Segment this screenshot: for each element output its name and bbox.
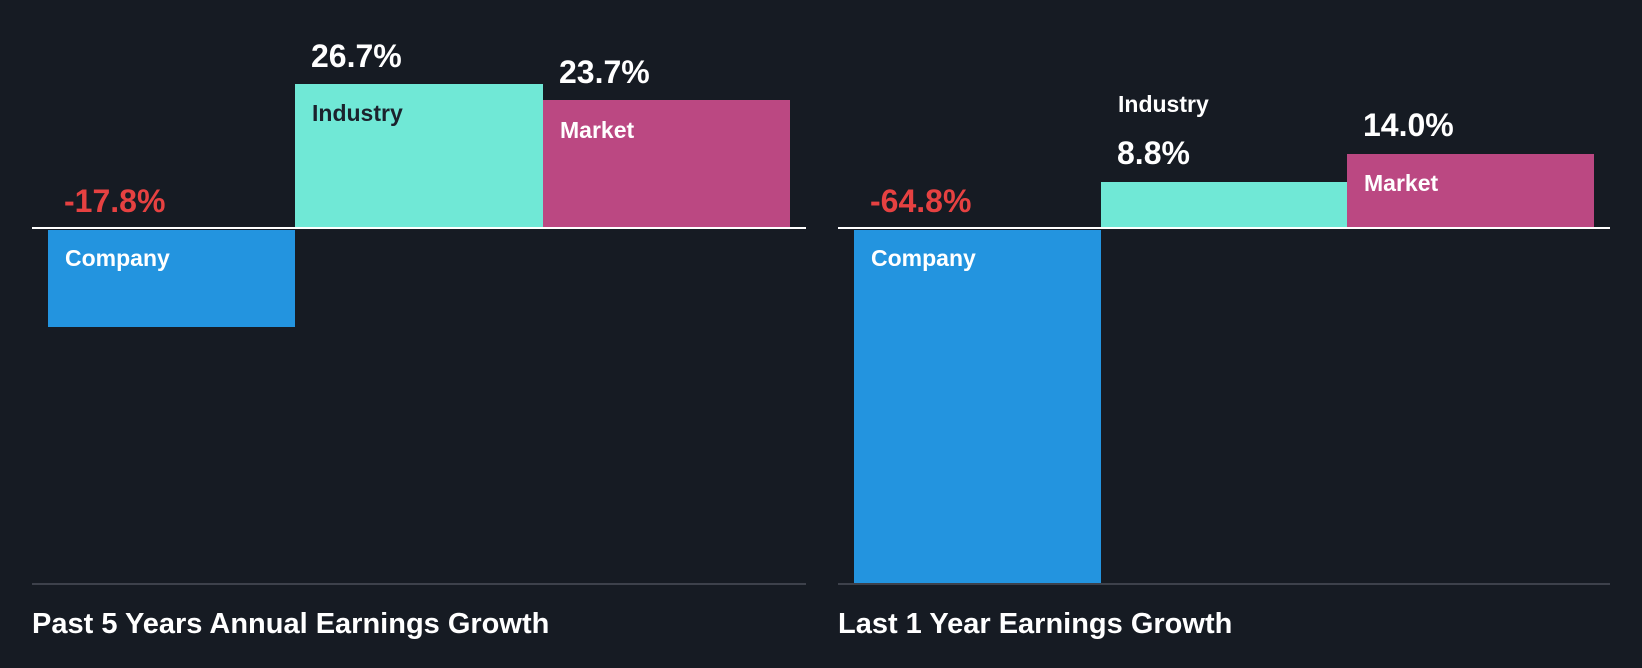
bar-market xyxy=(1347,154,1594,229)
category-label-company: Company xyxy=(65,245,170,271)
bar-industry xyxy=(1101,182,1347,229)
bar-company xyxy=(854,230,1101,584)
category-label-market: Market xyxy=(1364,170,1439,196)
category-label-industry: Industry xyxy=(1118,91,1209,117)
value-label-industry: 26.7% xyxy=(311,38,402,74)
category-label-company: Company xyxy=(871,245,976,271)
value-label-market: 14.0% xyxy=(1363,107,1454,143)
chart-title: Past 5 Years Annual Earnings Growth xyxy=(32,608,550,640)
bar-company xyxy=(48,230,295,327)
category-label-industry: Industry xyxy=(312,100,403,126)
value-label-company: -17.8% xyxy=(64,183,166,219)
chart-title: Last 1 Year Earnings Growth xyxy=(838,608,1233,640)
bottom-axis-line xyxy=(838,583,1610,585)
bar-industry xyxy=(295,84,543,229)
zero-baseline xyxy=(838,227,1610,229)
bottom-axis-line xyxy=(32,583,806,585)
value-label-company: -64.8% xyxy=(870,183,972,219)
category-label-market: Market xyxy=(560,117,635,143)
bar-market xyxy=(543,100,790,229)
value-label-industry: 8.8% xyxy=(1117,135,1190,171)
zero-baseline xyxy=(32,227,806,229)
value-label-market: 23.7% xyxy=(559,54,650,90)
